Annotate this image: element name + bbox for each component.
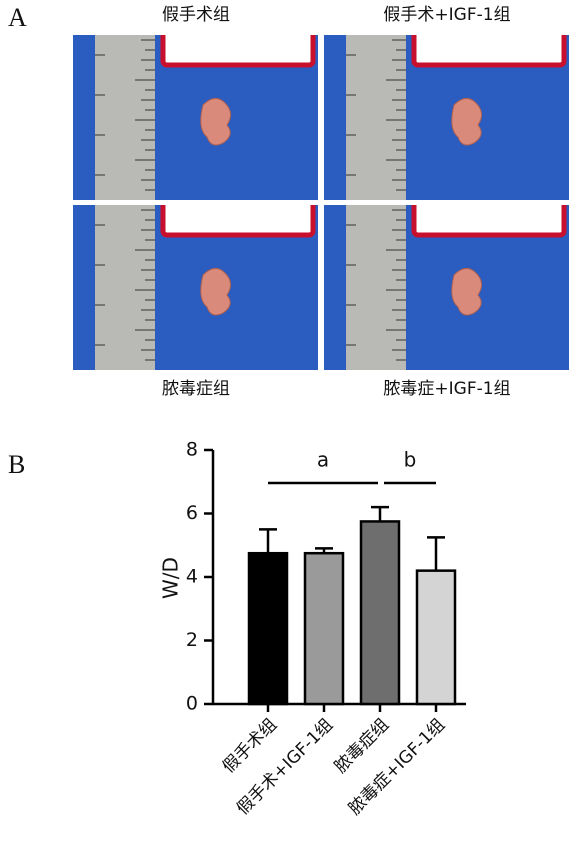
bar: [247, 551, 289, 706]
panel-label: B: [8, 450, 25, 479]
photo: [73, 31, 318, 200]
y-axis-label: W/D: [159, 557, 183, 599]
x-tick-label: 假手术+IGF-1组: [233, 715, 337, 819]
photo-label: 假手术组: [162, 5, 230, 25]
y-tick-label: 6: [186, 502, 198, 524]
photo-label: 脓毒症组: [162, 379, 230, 399]
significance-label: b: [404, 448, 417, 472]
y-tick-label: 0: [186, 693, 198, 715]
photo: [324, 31, 569, 200]
y-tick-label: 2: [186, 629, 198, 651]
bar: [303, 551, 345, 706]
bar: [415, 569, 457, 706]
photo: [73, 201, 318, 370]
photo-label: 脓毒症+IGF-1组: [383, 379, 510, 399]
y-tick-label: 8: [186, 439, 198, 461]
bar: [359, 520, 401, 706]
photo-label: 假手术+IGF-1组: [383, 5, 510, 25]
panel-label: A: [8, 3, 27, 32]
significance-label: a: [317, 448, 329, 472]
photo: [324, 201, 569, 370]
x-tick-label: 脓毒症+IGF-1组: [345, 715, 449, 819]
y-tick-label: 4: [186, 566, 198, 588]
